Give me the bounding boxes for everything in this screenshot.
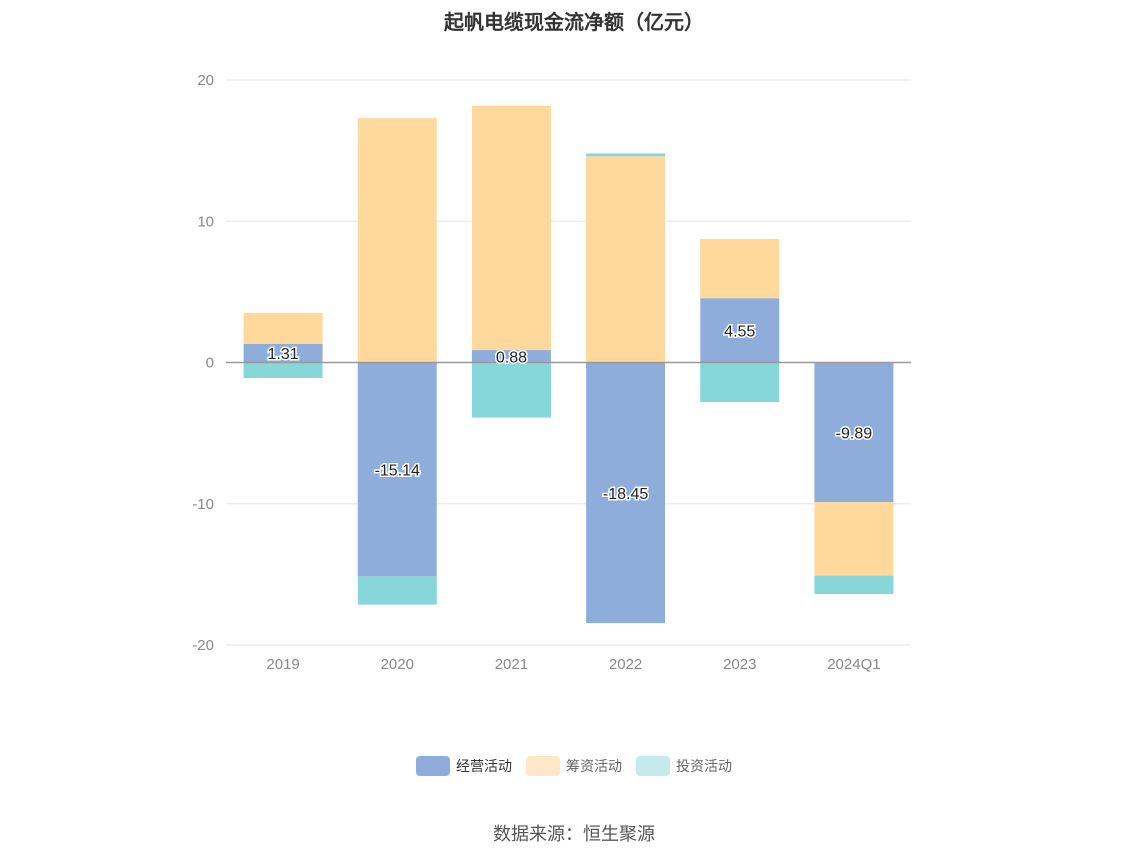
data-label-operating-2020: -15.14 [375, 462, 420, 479]
data-label-operating-2019: 1.31 [268, 346, 299, 363]
bar-financing-2021[interactable] [471, 105, 551, 351]
y-tick-label: 0 [206, 355, 214, 372]
y-tick-label: 10 [197, 213, 214, 230]
legend-item-financing[interactable]: 筹资活动 [526, 756, 622, 776]
x-tick-label: 2019 [266, 656, 299, 673]
legend-swatch-operating [416, 756, 450, 776]
x-tick-label: 2024Q1 [827, 656, 880, 673]
legend-swatch-investing [636, 756, 670, 776]
label-layer: 1.31 -15.14 0.88 -18.45 4.55 -9.89 [266, 322, 874, 504]
y-tick-label: 20 [197, 72, 214, 89]
legend-swatch-financing [526, 756, 560, 776]
bar-financing-2019[interactable] [243, 312, 323, 344]
bar-investing-2023[interactable] [700, 362, 780, 403]
legend-label-financing: 筹资活动 [566, 759, 622, 775]
bar-financing-2020[interactable] [357, 118, 437, 363]
data-label-operating-2021: 0.88 [496, 349, 527, 366]
data-label-operating-2024Q1: -9.89 [836, 425, 873, 442]
bar-financing-2023[interactable] [700, 238, 780, 299]
bar-investing-2024Q1[interactable] [814, 575, 894, 595]
bar-financing-2024Q1[interactable] [814, 502, 894, 576]
x-tick-label: 2022 [609, 656, 642, 673]
bar-operating-2020[interactable] [357, 362, 437, 577]
bar-financing-2022[interactable] [586, 156, 666, 363]
data-label-operating-2022: -18.45 [603, 486, 648, 503]
source-note: 数据来源：恒生聚源 [493, 824, 655, 845]
x-tick-label: 2021 [495, 656, 528, 673]
legend-label-operating: 经营活动 [456, 759, 512, 775]
bar-operating-2021[interactable] [471, 350, 551, 363]
legend-item-investing[interactable]: 投资活动 [636, 756, 732, 776]
bar-investing-2020[interactable] [357, 576, 437, 605]
bar-layer [243, 105, 894, 624]
bar-operating-2023[interactable] [700, 298, 780, 363]
grid-layer [226, 79, 911, 646]
legend-label-investing: 投资活动 [676, 759, 732, 775]
x-tick-label: 2023 [723, 656, 756, 673]
bar-investing-2022[interactable] [586, 153, 666, 157]
legend-item-operating[interactable]: 经营活动 [416, 756, 512, 776]
chart-title: 起帆电缆现金流净额（亿元） [444, 10, 704, 34]
x-tick-label: 2020 [381, 656, 414, 673]
y-tick-label: -10 [192, 496, 214, 513]
axis-layer: 20 10 0 -10 -20 2019 2020 2021 2022 2023 2024Q1 [192, 72, 911, 673]
bar-investing-2021[interactable] [471, 362, 551, 418]
bar-investing-2019[interactable] [243, 362, 323, 379]
bar-operating-2024Q1[interactable] [814, 362, 894, 503]
bar-operating-2022[interactable] [586, 362, 666, 624]
chart-plot-area: 20 10 0 -10 -20 2019 2020 2021 2022 2023 2024Q1 1.… [192, 72, 911, 673]
data-label-operating-2023: 4.55 [724, 323, 755, 340]
bar-operating-2019[interactable] [243, 343, 323, 363]
y-tick-label: -20 [192, 637, 214, 654]
legend: 经营活动 筹资活动 投资活动 [0, 756, 1148, 776]
